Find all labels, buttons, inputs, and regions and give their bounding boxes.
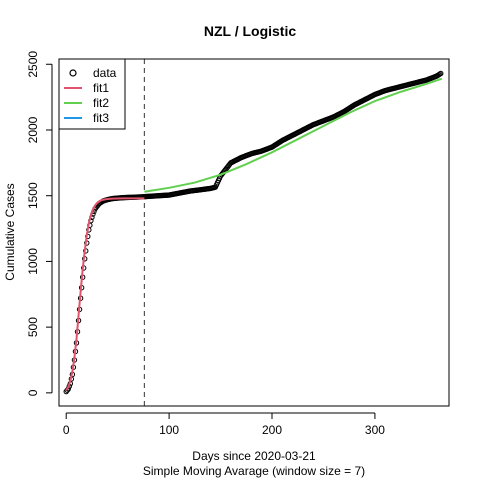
series-line-fit2 — [144, 77, 443, 193]
x-tick-label: 100 — [159, 423, 179, 437]
legend-label-fit3: fit3 — [93, 111, 109, 125]
legend-label-data: data — [93, 66, 117, 80]
y-tick-label: 0 — [26, 389, 40, 396]
series-line-fit1 — [65, 197, 145, 391]
chart-title: NZL / Logistic — [204, 23, 297, 39]
legend-marker-data — [69, 69, 77, 77]
y-axis-label: Cumulative Cases — [3, 183, 17, 280]
x-axis-label: Days since 2020-03-21 — [192, 449, 316, 463]
y-tick-label: 2500 — [26, 51, 40, 78]
y-tick-label: 2000 — [26, 116, 40, 143]
x-axis-label-secondary: Simple Moving Avarage (window size = 7) — [143, 464, 365, 478]
data-point — [438, 70, 444, 77]
x-tick-label: 0 — [63, 423, 70, 437]
axes: 0 100 200 300 0 500 1000 1500 2000 2500 — [26, 51, 385, 437]
y-tick-label: 1000 — [26, 248, 40, 275]
x-tick-label: 200 — [262, 423, 282, 437]
x-tick-label: 300 — [365, 423, 385, 437]
y-tick-label: 500 — [26, 317, 40, 337]
plot-area — [63, 59, 444, 406]
plot-frame — [58, 58, 450, 407]
legend-label-fit2: fit2 — [93, 96, 109, 110]
legend-label-fit1: fit1 — [93, 81, 109, 95]
y-tick-label: 1500 — [26, 182, 40, 209]
